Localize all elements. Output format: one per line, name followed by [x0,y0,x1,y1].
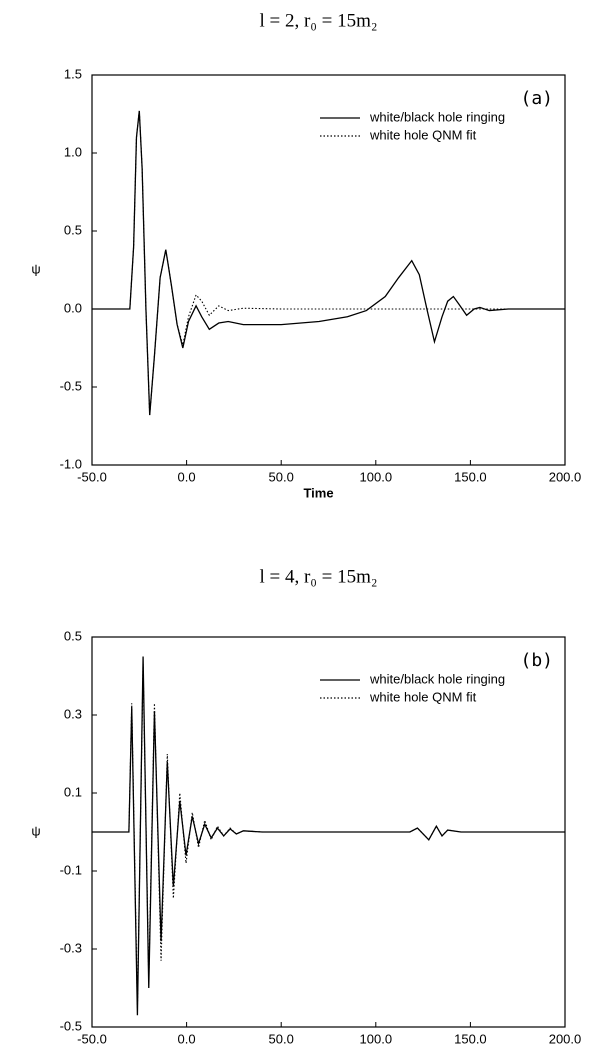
y-tick-label: -0.3 [60,940,82,955]
x-tick-label: 200.0 [549,1031,582,1046]
legend-label: white hole QNM fit [369,689,477,704]
y-tick-label: -1.0 [60,456,82,471]
y-tick-label: -0.1 [60,862,82,877]
y-tick-label: 0.5 [64,222,82,237]
y-tick-label: -0.5 [60,378,82,393]
x-tick-label: 0.0 [178,1031,196,1046]
x-tick-label: -50.0 [77,469,107,484]
panel-label: (b) [520,650,553,671]
y-tick-label: 1.0 [64,144,82,159]
legend-label: white/black hole ringing [369,671,505,686]
x-tick-label: 200.0 [549,469,582,484]
x-tick-label: 50.0 [269,469,294,484]
panel-label: (a) [520,88,553,109]
x-axis-label: Time [303,1047,333,1049]
y-tick-label: -0.5 [60,1018,82,1033]
x-axis-label: Time [303,485,333,500]
series-line [92,110,565,416]
y-tick-label: 0.1 [64,784,82,799]
x-tick-label: 0.0 [178,469,196,484]
legend-label: white hole QNM fit [369,127,477,142]
y-axis-label: ψ [31,261,40,276]
y-tick-label: 0.0 [64,300,82,315]
x-tick-label: -50.0 [77,1031,107,1046]
chart-title: l = 2, r₀ = 15m₂ [259,10,377,31]
x-tick-label: 100.0 [360,469,393,484]
x-tick-label: 100.0 [360,1031,393,1046]
x-tick-label: 150.0 [454,1031,487,1046]
y-tick-label: 1.5 [64,66,82,81]
x-tick-label: 150.0 [454,469,487,484]
series-line [92,664,565,1008]
y-tick-label: 0.5 [64,628,82,643]
legend-label: white/black hole ringing [369,109,505,124]
x-tick-label: 50.0 [269,1031,294,1046]
plot-frame [91,74,566,466]
chart-title: l = 4, r₀ = 15m₂ [259,566,377,587]
y-axis-label: ψ [31,823,40,838]
y-tick-label: 0.3 [64,706,82,721]
series-line [92,656,565,1016]
